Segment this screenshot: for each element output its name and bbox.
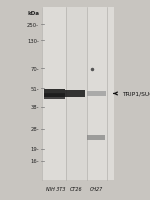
Text: NIH 3T3: NIH 3T3 — [46, 186, 66, 191]
FancyBboxPatch shape — [87, 8, 107, 180]
FancyBboxPatch shape — [44, 95, 65, 98]
Text: 19-: 19- — [30, 147, 39, 151]
FancyBboxPatch shape — [87, 91, 106, 97]
FancyBboxPatch shape — [65, 90, 85, 98]
Text: 130-: 130- — [27, 39, 39, 43]
FancyBboxPatch shape — [44, 90, 65, 98]
Text: CH27: CH27 — [90, 186, 103, 191]
FancyBboxPatch shape — [42, 8, 114, 180]
Text: 70-: 70- — [30, 67, 39, 71]
FancyBboxPatch shape — [42, 8, 66, 180]
Text: 51-: 51- — [30, 87, 39, 91]
Text: 16-: 16- — [30, 159, 39, 163]
FancyBboxPatch shape — [87, 136, 105, 140]
FancyBboxPatch shape — [44, 96, 65, 100]
Text: CT26: CT26 — [70, 186, 83, 191]
Text: kDa: kDa — [27, 11, 39, 15]
Text: 38-: 38- — [30, 105, 39, 109]
Text: 250-: 250- — [27, 23, 39, 27]
Text: TRIP1/SUG1: TRIP1/SUG1 — [122, 92, 150, 96]
FancyBboxPatch shape — [66, 8, 87, 180]
FancyBboxPatch shape — [44, 93, 65, 96]
Text: 28-: 28- — [30, 127, 39, 131]
